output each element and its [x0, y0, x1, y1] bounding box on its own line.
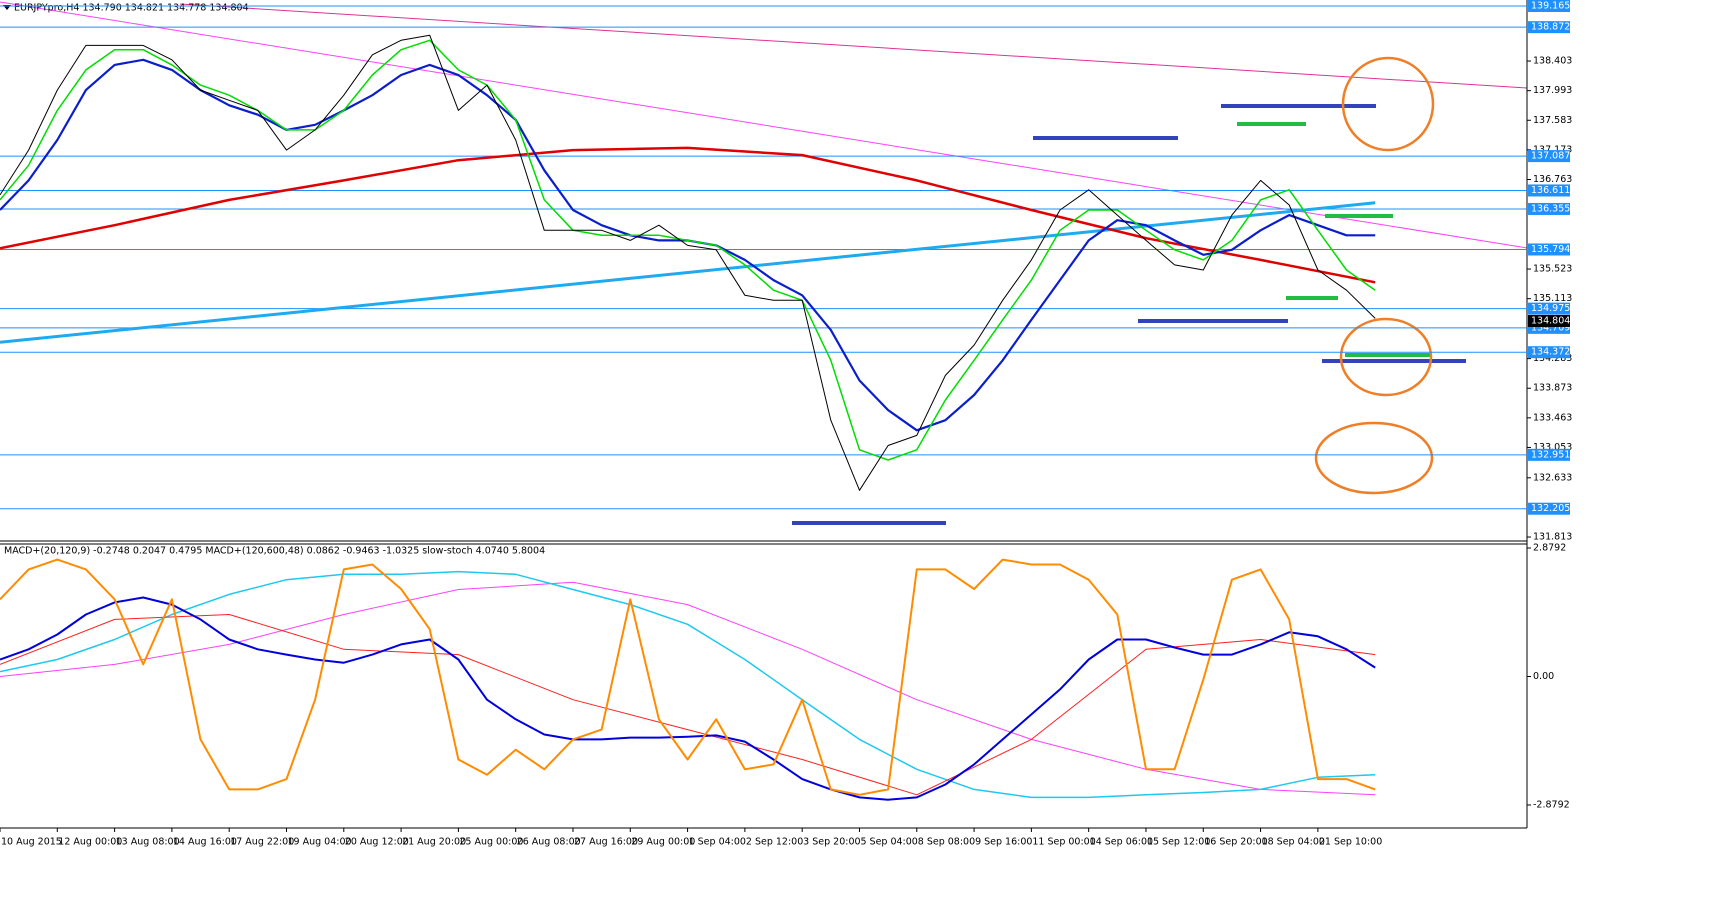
- y-tick-label: 136.763: [1533, 174, 1572, 185]
- level-label: 136.611: [1531, 185, 1570, 196]
- series-line: [0, 570, 1376, 799]
- level-label-box: [1528, 302, 1570, 315]
- drawing-objects: [0, 1, 1528, 525]
- series-line: [0, 39, 1376, 461]
- y-tick-label: 138.403: [1533, 56, 1572, 67]
- y-tick-label: -2.8792: [1533, 799, 1570, 810]
- level-label: 138.872: [1531, 22, 1570, 33]
- chart-title: EURJPYpro,H4 134.790 134.821 134.778 134…: [14, 3, 249, 14]
- x-tick-label: 8 Sep 08:00: [918, 837, 975, 848]
- y-tick-label: 132.633: [1533, 472, 1572, 483]
- x-tick-label: 21 Aug 20:00: [402, 837, 466, 848]
- level-label-box: [1528, 150, 1570, 163]
- level-label: 136.355: [1531, 203, 1570, 214]
- level-label-box: [1528, 502, 1570, 515]
- x-tick-label: 13 Aug 08:00: [116, 837, 180, 848]
- level-label: 139.165: [1531, 0, 1570, 11]
- level-label-box: [1528, 184, 1570, 197]
- level-label-box: [1528, 21, 1570, 34]
- x-tick-label: 5 Sep 04:00: [860, 837, 917, 848]
- y-tick-label: 133.463: [1533, 412, 1572, 423]
- trend-line: [0, 1, 1528, 249]
- x-tick-label: 9 Sep 16:00: [975, 837, 1032, 848]
- last-price-box: [1528, 314, 1570, 327]
- level-label: 134.372: [1531, 347, 1570, 358]
- highlight-ellipse: [1314, 421, 1434, 495]
- level-label-box: [1528, 346, 1570, 359]
- x-tick-label: 21 Sep 10:00: [1319, 837, 1382, 848]
- indicator-title: MACD+(20,120,9) -0.2748 0.2047 0.4795 MA…: [4, 546, 545, 557]
- x-tick-label: 14 Sep 06:00: [1090, 837, 1153, 848]
- series-line: [0, 146, 1376, 284]
- level-label: 134.975: [1531, 303, 1570, 314]
- x-tick-label: 11 Sep 00:00: [1032, 837, 1095, 848]
- series-line: [0, 614, 1376, 796]
- level-label: 137.087: [1531, 151, 1570, 162]
- level-label: 134.709: [1531, 322, 1570, 333]
- y-tick-label: 133.873: [1533, 383, 1572, 394]
- y-tick-label: 137.993: [1533, 85, 1572, 96]
- level-label: 132.205: [1531, 503, 1570, 514]
- series-line: [0, 34, 1376, 491]
- x-tick-label: 2 Sep 12:00: [746, 837, 803, 848]
- x-tick-label: 10 Aug 2015: [1, 837, 62, 848]
- x-tick-label: 29 Aug 00:00: [631, 837, 695, 848]
- y-tick-label: 137.583: [1533, 115, 1572, 126]
- y-tick-label: 137.173: [1533, 144, 1572, 155]
- series-line: [0, 558, 1376, 796]
- last-price-label: 134.804: [1531, 315, 1570, 326]
- level-label-box: [1528, 448, 1570, 461]
- x-tick-label: 14 Aug 16:00: [173, 837, 237, 848]
- level-label-box: [1528, 202, 1570, 215]
- x-tick-label: 12 Aug 00:00: [58, 837, 122, 848]
- x-tick-label: 19 Aug 04:00: [287, 837, 351, 848]
- level-label: 135.794: [1531, 244, 1570, 255]
- level-label-box: [1528, 0, 1570, 12]
- y-tick-label: 133.053: [1533, 442, 1572, 453]
- x-tick-label: 16 Sep 20:00: [1204, 837, 1267, 848]
- x-tick-label: 27 Aug 16:00: [574, 837, 638, 848]
- level-label: 132.951: [1531, 449, 1570, 460]
- x-tick-label: 18 Sep 04:00: [1262, 837, 1325, 848]
- y-tick-label: 135.523: [1533, 264, 1572, 275]
- y-tick-label: 135.113: [1533, 293, 1572, 304]
- y-tick-label: 134.283: [1533, 353, 1572, 364]
- highlight-ellipse: [1339, 317, 1433, 397]
- x-tick-label: 20 Aug 12:00: [345, 837, 409, 848]
- series-line: [0, 596, 1376, 801]
- x-tick-label: 26 Aug 08:00: [517, 837, 581, 848]
- x-tick-label: 1 Sep 04:00: [689, 837, 746, 848]
- trend-line: [179, 3, 1528, 89]
- x-tick-label: 3 Sep 20:00: [803, 837, 860, 848]
- y-tick-label: 0.00: [1533, 671, 1554, 682]
- y-tick-label: 131.813: [1533, 532, 1572, 543]
- x-tick-label: 25 Aug 00:00: [459, 837, 523, 848]
- level-label-box: [1528, 243, 1570, 256]
- highlight-ellipse: [1341, 56, 1435, 152]
- x-tick-label: 17 Aug 22:00: [230, 837, 294, 848]
- y-tick-label: 2.8792: [1533, 543, 1566, 554]
- x-tick-label: 15 Sep 12:00: [1147, 837, 1210, 848]
